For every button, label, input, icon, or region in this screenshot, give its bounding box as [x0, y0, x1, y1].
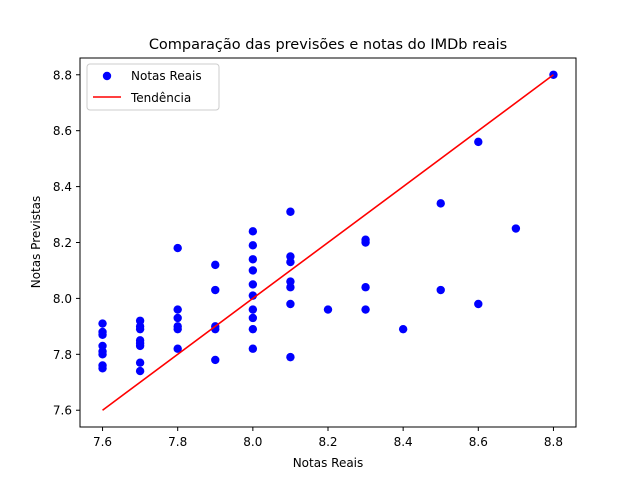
- scatter-point: [173, 243, 182, 253]
- y-tick-label: 7.6: [53, 404, 72, 418]
- scatter-point: [361, 305, 370, 314]
- scatter-point: [248, 324, 258, 334]
- scatter-point: [361, 283, 370, 292]
- y-tick-label: 8.6: [53, 124, 72, 138]
- scatter-point: [98, 364, 107, 373]
- x-tick-label: 8.6: [469, 435, 488, 449]
- chart-title: Comparação das previsões e notas do IMDb…: [149, 37, 507, 53]
- x-axis: 7.6 7.8 8.0 8.2 8.4 8.6 8.8: [93, 427, 563, 449]
- x-tick-label: 7.8: [168, 435, 187, 449]
- scatter-point: [511, 224, 521, 233]
- scatter-point: [173, 305, 182, 314]
- legend-box: [86, 63, 220, 111]
- scatter-point: [248, 266, 258, 275]
- scatter-point: [135, 358, 145, 367]
- scatter-point: [211, 285, 220, 295]
- scatter-point: [98, 350, 107, 359]
- scatter-point: [474, 299, 483, 309]
- y-tick-label: 7.8: [53, 348, 72, 362]
- scatter-point: [474, 137, 483, 147]
- scatter-point: [135, 366, 145, 376]
- scatter-point: [173, 324, 182, 334]
- x-axis-label: Notas Reais: [293, 456, 364, 470]
- scatter-point: [286, 299, 295, 309]
- y-axis: 7.6 7.8 8.0 8.2 8.4 8.6 8.8: [53, 68, 80, 418]
- legend-marker-scatter: [102, 71, 112, 81]
- x-tick-label: 8.2: [318, 435, 337, 449]
- scatter-point: [286, 352, 295, 362]
- scatter-point: [98, 330, 107, 339]
- scatter-point: [173, 313, 182, 323]
- legend-label-scatter: Notas Reais: [131, 69, 202, 83]
- y-tick-label: 8.4: [53, 180, 72, 194]
- scatter-point: [211, 260, 220, 270]
- scatter-point: [361, 238, 370, 247]
- scatter-point: [173, 344, 182, 353]
- scatter-point: [286, 207, 295, 216]
- y-tick-label: 8.8: [53, 68, 72, 82]
- scatter-point: [248, 241, 258, 250]
- scatter-point: [98, 319, 107, 328]
- scatter-point: [248, 344, 258, 353]
- scatter-point: [248, 227, 258, 236]
- legend: Notas Reais Tendência: [86, 63, 220, 111]
- scatter-point: [135, 341, 145, 351]
- scatter-point: [286, 283, 295, 292]
- x-tick-label: 8.0: [243, 435, 262, 449]
- scatter-point: [248, 313, 258, 323]
- x-tick-label: 8.4: [394, 435, 413, 449]
- y-tick-label: 8.0: [53, 292, 72, 306]
- scatter-point: [248, 305, 258, 314]
- legend-label-trend: Tendência: [130, 91, 191, 105]
- scatter-point: [286, 257, 295, 267]
- scatter-point: [323, 305, 333, 314]
- y-axis-label: Notas Previstas: [29, 196, 43, 289]
- scatter-point: [248, 255, 258, 264]
- scatter-point: [436, 285, 445, 295]
- scatter-point: [135, 324, 145, 334]
- scatter-point: [398, 324, 408, 334]
- scatter-point: [436, 199, 445, 208]
- scatter-point: [211, 355, 220, 365]
- plot-area: [98, 70, 558, 411]
- scatter-point: [248, 280, 258, 289]
- x-tick-label: 8.8: [544, 435, 563, 449]
- x-tick-label: 7.6: [93, 435, 112, 449]
- y-tick-label: 8.2: [53, 236, 72, 250]
- trend-line: [102, 74, 554, 411]
